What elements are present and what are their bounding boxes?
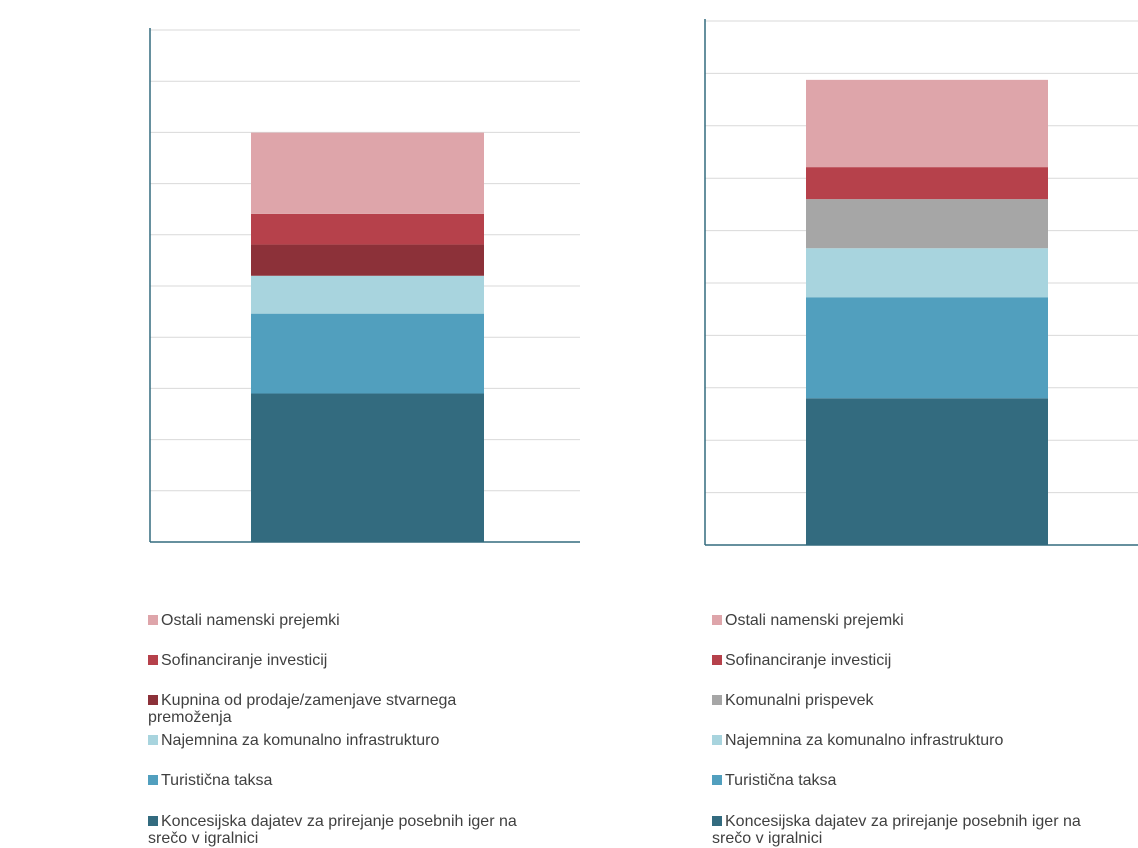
legend-label: Sofinanciranje investicij — [725, 652, 892, 669]
legend-label: Komunalni prispevek — [725, 692, 874, 709]
legend-swatch — [148, 735, 158, 745]
legend-label: premoženja — [148, 709, 232, 726]
legend-label: srečo v igralnici — [148, 830, 259, 847]
bar-segment — [251, 132, 484, 214]
bar-segment — [251, 244, 484, 276]
legend-swatch — [148, 615, 158, 625]
legend-item: Turistična taksa — [712, 772, 1138, 789]
legend-swatch — [148, 816, 158, 826]
bar-segment — [806, 297, 1048, 399]
legend-item: Turistična taksa — [148, 772, 588, 789]
bar-segment — [251, 213, 484, 245]
legend-realized: Ostali namenski prejemki Sofinanciranje i… — [712, 612, 1138, 848]
chart-realized — [704, 19, 1138, 546]
legend-item: Koncesijska dajatev za prirejanje posebn… — [148, 813, 588, 847]
legend-swatch — [712, 816, 722, 826]
legend-label: Najemnina za komunalno infrastrukturo — [725, 732, 1004, 749]
charts-canvas — [149, 19, 1138, 546]
legend-item: Kupnina od prodaje/zamenjave stvarnega pr… — [148, 692, 588, 726]
legend-swatch — [148, 695, 158, 705]
bar-segment — [806, 79, 1048, 168]
bar-segment — [806, 398, 1048, 545]
legend-label: Koncesijska dajatev za prirejanje posebn… — [725, 813, 1081, 830]
legend-swatch — [148, 775, 158, 785]
legend-item: Koncesijska dajatev za prirejanje posebn… — [712, 813, 1138, 847]
legend-label: Najemnina za komunalno infrastrukturo — [161, 732, 440, 749]
legend-label: Ostali namenski prejemki — [725, 612, 904, 629]
legend-swatch — [712, 695, 722, 705]
legend-label: Kupnina od prodaje/zamenjave stvarnega — [161, 692, 457, 709]
legend-label: Ostali namenski prejemki — [161, 612, 340, 629]
legend-label: Turistična taksa — [161, 772, 273, 789]
bar-segment — [806, 167, 1048, 200]
bar-segment — [251, 313, 484, 394]
legend-item: Komunalni prispevek — [712, 692, 1138, 709]
legend-swatch — [712, 775, 722, 785]
legend-item: Ostali namenski prejemki — [148, 612, 588, 629]
legend-item: Najemnina za komunalno infrastrukturo — [148, 732, 588, 749]
chart-planned — [149, 28, 580, 543]
legend-planned: Ostali namenski prejemki Sofinanciranje i… — [148, 612, 598, 848]
legend-item: Sofinanciranje investicij — [712, 652, 1138, 669]
legend-swatch — [712, 615, 722, 625]
legend-label: Sofinanciranje investicij — [161, 652, 328, 669]
bar-segment — [251, 275, 484, 314]
legend-swatch — [712, 655, 722, 665]
legend-label: srečo v igralnici — [712, 830, 823, 847]
bar-segment — [806, 199, 1048, 249]
bar-segment — [251, 393, 484, 542]
legend-swatch — [712, 735, 722, 745]
legend-swatch — [148, 655, 158, 665]
legend-label: Koncesijska dajatev za prirejanje posebn… — [161, 813, 517, 830]
legend-item: Sofinanciranje investicij — [148, 652, 588, 669]
bar-segment — [806, 248, 1048, 298]
legend-label: Turistična taksa — [725, 772, 837, 789]
legend-item: Ostali namenski prejemki — [712, 612, 1138, 629]
legend-item: Najemnina za komunalno infrastrukturo — [712, 732, 1138, 749]
